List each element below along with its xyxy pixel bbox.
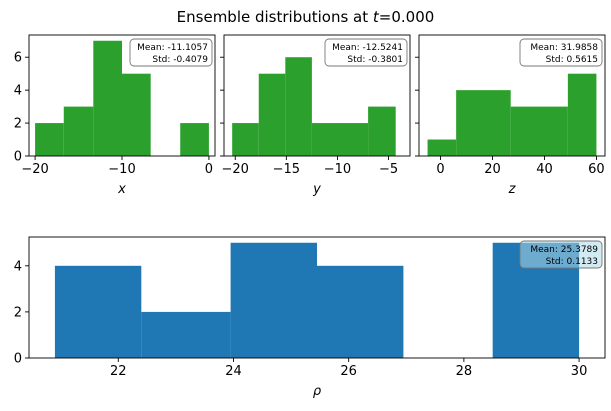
- histogram-bar: [368, 106, 396, 156]
- x-tick-label: 40: [536, 162, 553, 177]
- histogram-bar: [141, 311, 231, 358]
- x-tick-label: 22: [110, 364, 127, 379]
- histogram-bar: [258, 73, 286, 156]
- histogram-bar: [93, 40, 122, 157]
- x-tick-label: −10: [324, 162, 351, 177]
- stats-box: [129, 38, 213, 67]
- y-tick-label: 6: [14, 51, 22, 66]
- x-tick-label: 24: [225, 364, 242, 379]
- stats-std: Std: -0.3801: [347, 55, 403, 65]
- y-tick-label: 0: [14, 150, 22, 165]
- stats-box: [519, 38, 603, 67]
- histogram-bar: [122, 73, 151, 156]
- histogram-bar: [63, 106, 94, 156]
- histogram-bar: [285, 57, 312, 157]
- histogram-bar: [35, 123, 64, 156]
- x-tick-label: 0: [205, 162, 213, 177]
- x-tick-label: −20: [21, 162, 48, 177]
- histogram-panel: −20 −15 −10 −5 y Mean: -12.5241 Std: -0.3801: [220, 34, 411, 197]
- x-tick-label: 28: [456, 364, 473, 379]
- stats-mean: Mean: 25.3789: [530, 245, 598, 255]
- x-axis-label: y: [312, 182, 321, 197]
- stats-std: Std: 0.5615: [546, 55, 598, 65]
- stats-std: Std: 0.1133: [546, 257, 598, 267]
- stats-box: [324, 38, 408, 67]
- y-tick-label: 0: [14, 352, 22, 367]
- x-tick-label: −10: [108, 162, 135, 177]
- x-axis-label: ρ: [313, 384, 322, 399]
- histogram-bar: [230, 242, 317, 358]
- y-tick-label: 2: [14, 117, 22, 132]
- figure-title: Ensemble distributions at t=0.000: [177, 8, 435, 26]
- histogram-bar: [456, 90, 511, 156]
- x-tick-label: 20: [484, 162, 501, 177]
- x-tick-label: 60: [588, 162, 605, 177]
- stats-mean: Mean: 31.9858: [530, 43, 598, 53]
- axes-frame: [418, 34, 606, 157]
- histogram-bar: [311, 123, 340, 156]
- histogram-bar: [510, 106, 568, 156]
- histogram-bar: [180, 123, 209, 156]
- histogram-panel: −20 −10 0 0 2 4 6 x Mean: -11.1057 Std: -0.4079: [14, 34, 216, 197]
- histogram-panel: 0 20 40 60 z Mean: 31.9858 Std: 0.5615: [415, 34, 606, 197]
- x-tick-label: −20: [222, 162, 249, 177]
- y-tick-label: 4: [14, 84, 22, 99]
- histogram-bar: [427, 139, 457, 156]
- stats-mean: Mean: -12.5241: [332, 43, 403, 53]
- histogram-bar: [567, 73, 597, 156]
- x-axis-label: z: [508, 182, 517, 197]
- axes-frame: [223, 34, 411, 157]
- stats-box: [519, 240, 603, 269]
- x-tick-label: −15: [273, 162, 300, 177]
- stats-std: Std: -0.4079: [152, 55, 208, 65]
- histogram-bar: [317, 265, 404, 358]
- x-tick-label: −5: [379, 162, 398, 177]
- x-tick-label: 26: [340, 364, 357, 379]
- x-tick-label: 30: [571, 364, 588, 379]
- y-tick-label: 4: [14, 259, 22, 274]
- y-tick-label: 2: [14, 305, 22, 320]
- x-tick-label: 0: [436, 162, 444, 177]
- histogram-bar: [339, 123, 369, 156]
- histogram-bar: [232, 123, 259, 156]
- x-axis-label: x: [117, 182, 126, 197]
- axes-frame: [28, 236, 606, 359]
- stats-mean: Mean: -11.1057: [137, 43, 208, 53]
- histogram-bar: [54, 265, 142, 358]
